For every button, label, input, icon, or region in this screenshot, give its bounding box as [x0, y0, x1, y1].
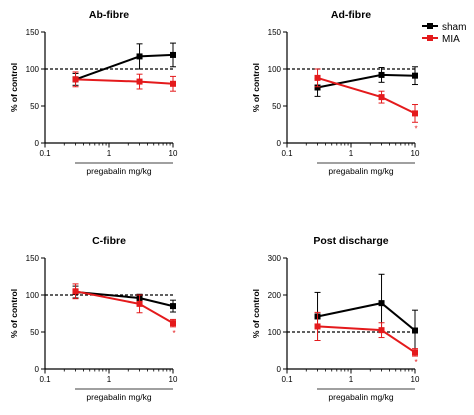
- series-mia: *: [72, 283, 176, 338]
- legend-item-mia: MIA: [422, 34, 460, 45]
- data-point-mia: [136, 300, 143, 307]
- chart-title: Post discharge: [313, 235, 388, 247]
- data-point-mia: [314, 323, 321, 330]
- legend-label-mia: MIA: [442, 34, 460, 45]
- y-tick-label: 0: [35, 139, 40, 148]
- y-axis-label: % of control: [9, 289, 19, 338]
- series-sham: [72, 285, 176, 313]
- y-tick-label: 300: [268, 254, 282, 263]
- y-tick-label: 100: [268, 328, 282, 337]
- x-tick-label: 0.1: [39, 375, 51, 384]
- data-point-sham: [412, 72, 418, 79]
- x-axis-label: pregabalin mg/kg: [328, 166, 393, 176]
- x-tick-label: 0.1: [281, 375, 293, 384]
- y-tick-label: 0: [277, 365, 282, 374]
- x-tick-label: 10: [169, 149, 178, 158]
- data-point-mia: [72, 76, 79, 83]
- data-point-mia: [378, 94, 385, 101]
- data-point-sham: [412, 327, 418, 334]
- data-point-sham: [170, 303, 176, 310]
- series-line-mia: [317, 325, 416, 354]
- y-tick-label: 50: [30, 102, 39, 111]
- x-tick-label: 1: [349, 375, 354, 384]
- data-point-sham: [378, 300, 385, 307]
- data-point-mia: [412, 110, 418, 117]
- series-line-sham: [317, 73, 416, 89]
- legend-label-sham: sham: [442, 22, 466, 33]
- chart-panel-2: Ad-fibre 0 50 100 150 0.1 1 10 pregabalin mg/kg%…: [251, 9, 420, 176]
- significance-marker: *: [414, 358, 417, 367]
- data-point-mia: [378, 327, 385, 334]
- data-point-mia: [412, 349, 418, 356]
- data-point-sham: [378, 71, 385, 78]
- significance-marker: *: [414, 124, 417, 133]
- y-tick-label: 50: [272, 102, 281, 111]
- data-point-sham: [136, 53, 143, 60]
- y-tick-label: 150: [26, 254, 40, 263]
- y-tick-label: 100: [26, 65, 40, 74]
- data-point-mia: [170, 320, 176, 327]
- y-tick-label: 150: [26, 28, 40, 37]
- legend: sham MIA: [422, 22, 466, 45]
- data-point-sham: [314, 84, 321, 91]
- y-tick-label: 100: [268, 65, 282, 74]
- legend-item-sham: sham: [422, 22, 466, 33]
- y-axis-label: % of control: [251, 63, 261, 112]
- data-point-sham: [170, 51, 176, 58]
- chart-panel-3: C-fibre 0 50 100 150 0.1 1 10 pregabalin mg/kg % …: [9, 235, 178, 402]
- y-tick-label: 0: [277, 139, 282, 148]
- chart-title: Ab-fibre: [89, 9, 129, 21]
- series-line-sham: [75, 53, 174, 81]
- series-sham: [314, 273, 418, 352]
- y-axis-label: % of control: [9, 63, 19, 112]
- y-axis-label: % of control: [251, 289, 261, 338]
- data-point-mia: [72, 288, 79, 295]
- y-tick-label: 100: [26, 291, 40, 300]
- y-tick-label: 200: [268, 291, 282, 300]
- x-tick-label: 10: [169, 375, 178, 384]
- x-axis-label: pregabalin mg/kg: [86, 392, 151, 402]
- data-point-mia: [136, 78, 143, 85]
- x-tick-label: 1: [107, 149, 112, 158]
- chart-title: C-fibre: [92, 235, 126, 247]
- x-tick-label: 10: [411, 375, 420, 384]
- significance-marker: *: [172, 329, 175, 338]
- chart-panel-4: Post discharge 0 100 200 300 0.1 1 10 pregabalin…: [251, 235, 420, 402]
- x-tick-label: 1: [107, 375, 112, 384]
- x-tick-label: 10: [411, 149, 420, 158]
- y-tick-label: 150: [268, 28, 282, 37]
- data-point-mia: [314, 74, 321, 81]
- chart-panel-1: Ab-fibre 0 50 100 150 0.1 1 10 pregabalin mg/kg%…: [9, 9, 178, 176]
- data-point-mia: [170, 80, 176, 87]
- x-axis-label: pregabalin mg/kg: [86, 166, 151, 176]
- chart-title: Ad-fibre: [331, 9, 371, 21]
- series-line-mia: [75, 78, 174, 85]
- series-line-mia: [317, 76, 416, 115]
- y-tick-label: 50: [30, 328, 39, 337]
- x-tick-label: 0.1: [39, 149, 51, 158]
- x-tick-label: 1: [349, 149, 354, 158]
- series-mia: *: [314, 311, 418, 367]
- x-axis-label: pregabalin mg/kg: [328, 392, 393, 402]
- x-tick-label: 0.1: [281, 149, 293, 158]
- series-mia: *: [314, 68, 418, 133]
- y-tick-label: 0: [35, 365, 40, 374]
- series-mia: [72, 71, 176, 92]
